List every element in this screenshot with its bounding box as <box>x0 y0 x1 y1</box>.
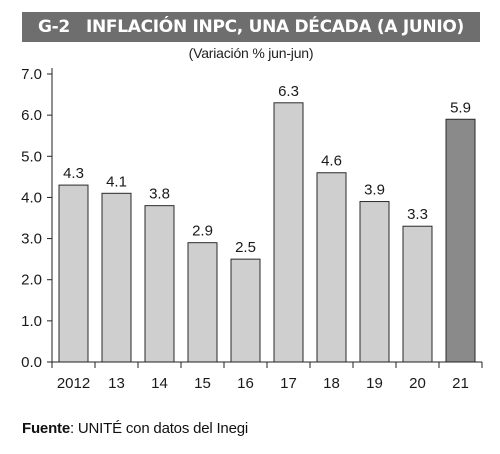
y-tick-label: 6.0 <box>21 107 42 124</box>
x-tick-label: 13 <box>108 375 125 392</box>
data-label-13: 4.1 <box>106 173 127 190</box>
chart-title: INFLACIÓN INPC, UNA DÉCADA (A JUNIO) <box>85 17 464 37</box>
bar-15 <box>187 242 218 363</box>
source-label: Fuente <box>22 420 70 437</box>
data-label-21: 5.9 <box>450 99 471 116</box>
bar-16 <box>230 258 261 363</box>
data-label-20: 3.3 <box>407 206 428 223</box>
data-label-2012: 4.3 <box>63 165 84 182</box>
y-tick-label: 4.0 <box>21 189 42 206</box>
x-tick-label: 15 <box>194 375 211 392</box>
x-tick-label: 17 <box>280 375 297 392</box>
chart-title-bar: G-2 INFLACIÓN INPC, UNA DÉCADA (A JUNIO) <box>22 12 480 42</box>
y-tick-label: 3.0 <box>21 231 42 248</box>
y-tick-label: 5.0 <box>21 148 42 165</box>
data-label-19: 3.9 <box>364 182 385 199</box>
bar-21 <box>445 118 476 363</box>
data-label-18: 4.6 <box>321 153 342 170</box>
x-axis: 2012 13 14 15 16 17 18 19 20 21 <box>51 361 483 392</box>
bar-13 <box>101 192 132 363</box>
bar-19 <box>359 201 390 363</box>
x-tick-label: 14 <box>151 375 168 392</box>
y-tick-label: 1.0 <box>21 313 42 330</box>
bar-20 <box>402 225 433 363</box>
source-note: Fuente: UNITÉ con datos del Inegi <box>22 420 248 437</box>
y-tick-label: 0.0 <box>21 354 42 371</box>
x-tick-label: 20 <box>409 375 426 392</box>
y-axis: 0.0 1.0 2.0 3.0 4.0 5.0 6.0 7.0 <box>21 66 53 371</box>
x-tick-label: 2012 <box>57 375 90 392</box>
data-label-16: 2.5 <box>235 239 256 256</box>
bar-17 <box>273 102 304 363</box>
chart-code: G-2 <box>38 17 70 37</box>
bar-18 <box>316 172 347 363</box>
bar-14 <box>144 205 175 363</box>
data-label-17: 6.3 <box>278 83 299 100</box>
chart-subtitle: (Variación % jun-jun) <box>188 45 314 61</box>
x-tick-label: 19 <box>366 375 383 392</box>
x-tick-label: 16 <box>237 375 254 392</box>
bars-group: 4.3 4.1 3.8 2.9 2.5 6.3 4.6 3.9 3.3 5.9 <box>58 83 476 363</box>
bar-2012 <box>58 184 89 363</box>
data-label-14: 3.8 <box>149 186 170 203</box>
source-text: : UNITÉ con datos del Inegi <box>69 420 248 437</box>
y-tick-label: 2.0 <box>21 272 42 289</box>
x-tick-label: 18 <box>323 375 340 392</box>
y-tick-label: 7.0 <box>21 66 42 83</box>
x-tick-label: 21 <box>452 375 469 392</box>
bar-chart: 0.0 1.0 2.0 3.0 4.0 5.0 6.0 7.0 4.3 4.1 3.8 2.9 2.5… <box>21 66 483 392</box>
data-label-15: 2.9 <box>192 223 213 240</box>
